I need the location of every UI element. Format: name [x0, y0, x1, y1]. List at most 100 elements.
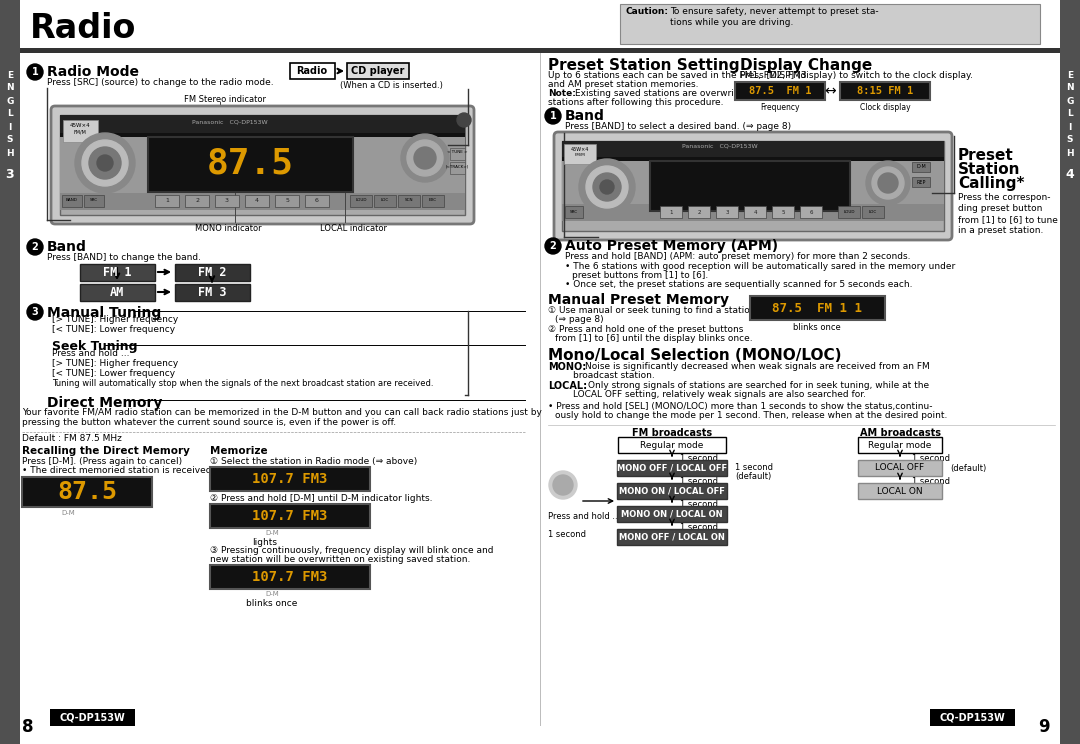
Text: broadcast station.: broadcast station. [573, 371, 654, 380]
Text: [< TUNE]: Lower frequency: [< TUNE]: Lower frequency [52, 325, 175, 334]
Bar [60, 115, 465, 215]
Text: stations after following this procedure.: stations after following this procedure. [548, 98, 724, 107]
Text: To ensure safety, never attempt to preset sta-
tions while you are driving.: To ensure safety, never attempt to prese… [670, 7, 879, 27]
Text: 1: 1 [550, 111, 556, 121]
Bar [22, 477, 152, 507]
Text: [> TUNE]: Higher frequency: [> TUNE]: Higher frequency [52, 315, 178, 324]
Bar [210, 565, 370, 589]
Text: MONO ON / LOCAL ON: MONO ON / LOCAL ON [621, 510, 723, 519]
Text: AM broadcasts: AM broadcasts [860, 428, 941, 438]
Bar [62, 195, 82, 207]
Text: FM broadcasts: FM broadcasts [632, 428, 712, 438]
Bar [617, 460, 727, 476]
Text: 1 second: 1 second [680, 500, 718, 509]
Bar [912, 177, 930, 187]
Text: 3: 3 [31, 307, 39, 317]
Bar [618, 437, 726, 453]
Text: Radio: Radio [296, 66, 327, 76]
Text: Preset Station Setting: Preset Station Setting [548, 58, 740, 73]
Bar [772, 206, 794, 218]
Bar [858, 437, 942, 453]
Bar [63, 120, 98, 142]
Text: 5: 5 [781, 210, 785, 214]
Bar [562, 157, 944, 161]
Text: FM 2: FM 2 [198, 266, 226, 278]
Bar [185, 195, 210, 207]
Text: Mono/Local Selection (MONO/LOC): Mono/Local Selection (MONO/LOC) [548, 348, 841, 363]
Text: Frequency: Frequency [760, 103, 800, 112]
Text: LOUD: LOUD [355, 198, 367, 202]
Text: N: N [1066, 83, 1074, 92]
Text: Calling*: Calling* [958, 176, 1025, 191]
Text: ② Press and hold one of the preset buttons: ② Press and hold one of the preset butto… [548, 325, 743, 334]
Bar [617, 483, 727, 499]
Text: LOCAL:: LOCAL: [548, 381, 588, 391]
Text: AM: AM [110, 286, 124, 298]
Circle shape [872, 167, 904, 199]
Bar [399, 195, 420, 207]
Bar [175, 284, 249, 301]
Circle shape [545, 238, 561, 254]
Circle shape [97, 155, 113, 171]
Text: from [1] to [6] until the display blinks once.: from [1] to [6] until the display blinks… [555, 334, 753, 343]
Circle shape [401, 134, 449, 182]
Text: Recalling the Direct Memory: Recalling the Direct Memory [22, 446, 190, 456]
Bar [912, 162, 930, 172]
Text: 4: 4 [753, 210, 757, 214]
Text: 1: 1 [31, 67, 39, 77]
Text: 1 second: 1 second [680, 523, 718, 532]
Text: G: G [1066, 97, 1074, 106]
Circle shape [457, 113, 471, 127]
Text: MONO ON / LOCAL OFF: MONO ON / LOCAL OFF [619, 487, 725, 496]
Text: D-M: D-M [265, 530, 279, 536]
Text: LOCAL indicator: LOCAL indicator [320, 224, 387, 233]
Text: Display Change: Display Change [740, 58, 873, 73]
Text: Your favorite FM/AM radio station can be memorized in the D-M button and you can: Your favorite FM/AM radio station can be… [22, 408, 542, 417]
Text: 45W×4: 45W×4 [70, 123, 91, 128]
Text: (default): (default) [950, 464, 986, 473]
Text: Regular mode: Regular mode [868, 440, 932, 449]
Text: Station: Station [958, 162, 1021, 177]
Bar [750, 296, 885, 320]
Circle shape [593, 173, 621, 201]
Bar [175, 264, 249, 281]
Text: 9: 9 [1038, 718, 1050, 736]
Bar [275, 195, 299, 207]
Bar [60, 193, 465, 210]
Bar [210, 504, 370, 528]
Bar [660, 206, 681, 218]
Bar [422, 195, 444, 207]
Text: Band: Band [565, 109, 605, 123]
Text: FM/M: FM/M [575, 153, 585, 157]
Bar [617, 506, 727, 522]
Circle shape [586, 166, 627, 208]
Circle shape [27, 239, 43, 255]
Bar [0, 0, 21, 744]
Text: [< TUNE]: Lower frequency: [< TUNE]: Lower frequency [52, 369, 175, 378]
Text: 87.5: 87.5 [206, 147, 294, 181]
Text: REP: REP [916, 179, 926, 185]
Text: 3: 3 [726, 210, 729, 214]
Text: • The direct memoried station is received.: • The direct memoried station is receive… [22, 466, 214, 475]
Text: Regular mode: Regular mode [640, 440, 704, 449]
Bar [716, 206, 738, 218]
Bar [60, 137, 465, 205]
Text: (default): (default) [735, 472, 771, 481]
Text: Press and hold [BAND] (APM: auto preset memory) for more than 2 seconds.: Press and hold [BAND] (APM: auto preset … [565, 252, 910, 261]
Text: Press the correspon-
ding preset button
from [1] to [6] to tune
in a preset stat: Press the correspon- ding preset button … [958, 193, 1058, 235]
Text: LOCAL ON: LOCAL ON [877, 487, 922, 496]
Text: Press [DISP] (display) to switch to the clock display.: Press [DISP] (display) to switch to the … [740, 71, 973, 80]
Text: 3: 3 [225, 197, 229, 202]
Bar [862, 206, 885, 218]
Circle shape [866, 161, 910, 205]
Bar [80, 284, 156, 301]
Text: LOUD: LOUD [843, 210, 854, 214]
Text: • Once set, the preset stations are sequentially scanned for 5 seconds each.: • Once set, the preset stations are sequ… [565, 280, 913, 289]
Text: L: L [1067, 109, 1072, 118]
Circle shape [27, 64, 43, 80]
Bar [617, 529, 727, 545]
Text: Radio: Radio [30, 11, 136, 45]
Text: MONO indicator: MONO indicator [195, 224, 261, 233]
Text: MONO:: MONO: [548, 362, 586, 372]
Circle shape [549, 471, 577, 499]
